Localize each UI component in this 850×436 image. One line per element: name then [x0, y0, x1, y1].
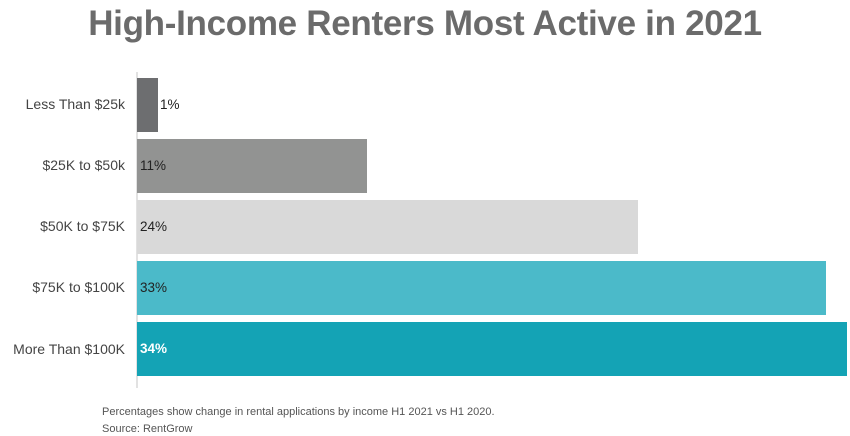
bar-more-than-100k: [137, 322, 847, 376]
bar-75k-to-100k: [137, 261, 826, 315]
bar-value-label: 11%: [140, 158, 167, 173]
category-label: Less Than $25k: [25, 96, 125, 112]
category-label: $25K to $50k: [42, 157, 125, 173]
chart-title: High-Income Renters Most Active in 2021: [88, 4, 762, 43]
bar-value-label: 1%: [160, 97, 180, 112]
category-label: $75K to $100K: [32, 279, 125, 295]
bar-25k-to-50k: [137, 139, 367, 193]
bar-less-than-25k: [137, 78, 158, 132]
bar-value-label: 33%: [140, 280, 168, 295]
bar-value-label: 34%: [140, 341, 168, 356]
footnote-text: Percentages show change in rental applic…: [102, 406, 495, 418]
source-text: Source: RentGrow: [102, 423, 193, 435]
bar-50k-to-75k: [137, 200, 638, 254]
category-label: $50K to $75K: [40, 218, 125, 234]
bar-value-label: 24%: [140, 219, 168, 234]
category-label: More Than $100K: [13, 341, 125, 357]
